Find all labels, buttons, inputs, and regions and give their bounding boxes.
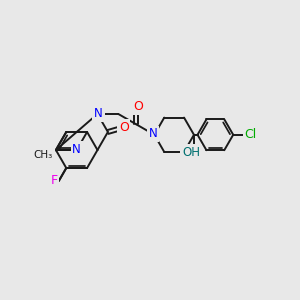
Text: OH: OH <box>182 146 200 159</box>
Text: Cl: Cl <box>245 128 257 141</box>
Text: N: N <box>94 107 103 121</box>
Text: CH₃: CH₃ <box>34 150 53 161</box>
Text: O: O <box>134 100 143 113</box>
Text: N: N <box>72 142 81 155</box>
Text: N: N <box>149 127 158 140</box>
Text: F: F <box>50 175 57 188</box>
Text: O: O <box>119 121 129 134</box>
